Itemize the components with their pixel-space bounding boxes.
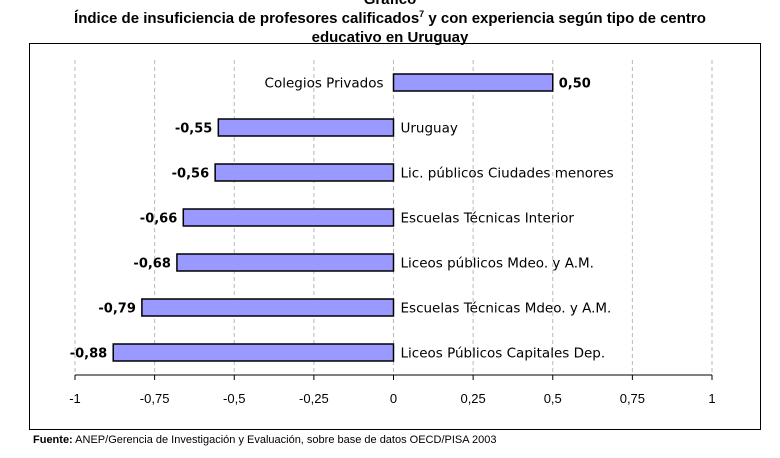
value-label: 0,50 <box>559 77 591 92</box>
chart-title: Gráfico Índice de insuficiencia de profe… <box>0 0 780 47</box>
bar <box>392 73 554 92</box>
labels: 0,50 Colegios Privados -0,55 Uruguay -0,56 Li… <box>70 76 614 362</box>
x-tick-label: 0,25 <box>460 391 485 406</box>
source-label: Fuente: <box>33 434 73 446</box>
chart-title-line2: educativo en Uruguay <box>311 29 469 46</box>
value-label: -0,66 <box>140 212 177 227</box>
x-tick-label: -0,25 <box>299 391 329 406</box>
x-tick-label: -0,75 <box>140 391 170 406</box>
bar <box>217 118 395 137</box>
bars <box>112 73 554 362</box>
category-label: Colegios Privados <box>265 76 384 92</box>
x-axis: -1 -0,75 -0,5 -0,25 0 0,25 0,5 0,75 1 <box>69 374 716 406</box>
value-label: -0,88 <box>70 347 107 362</box>
x-tick-label: 0,75 <box>620 391 645 406</box>
source-text: ANEP/Gerencia de Investigación y Evaluac… <box>72 434 497 446</box>
chart-title-top: Gráfico <box>364 0 417 8</box>
chart-title-line1: Índice de insuficiencia de profesores ca… <box>0 9 780 28</box>
chart-title-line1-text: Índice de insuficiencia de profesores ca… <box>74 10 420 27</box>
x-tick-label: -1 <box>69 391 81 406</box>
bar <box>182 208 395 227</box>
x-tick-label: 0 <box>390 391 397 406</box>
category-label: Liceos públicos Mdeo. y A.M. <box>401 256 594 272</box>
category-label: Liceos Públicos Capitales Dep. <box>401 346 606 362</box>
bar <box>112 343 395 362</box>
chart-title-line1-end: y con experiencia según tipo de centro <box>424 10 706 27</box>
category-label: Lic. públicos Ciudades menores <box>401 166 614 182</box>
source-note: Fuente: ANEP/Gerencia de Investigación y… <box>33 434 496 446</box>
chart-frame <box>29 43 761 430</box>
x-tick-label: 0,5 <box>544 391 562 406</box>
bar <box>176 253 395 272</box>
value-label: -0,79 <box>98 302 135 317</box>
category-label: Escuelas Técnicas Mdeo. y A.M. <box>401 301 612 317</box>
value-label: -0,68 <box>133 257 170 272</box>
category-label: Escuelas Técnicas Interior <box>401 211 575 227</box>
value-label: -0,55 <box>175 122 212 137</box>
x-tick-label: 1 <box>708 391 715 406</box>
category-label: Uruguay <box>401 121 458 137</box>
value-label: -0,56 <box>172 167 209 182</box>
bar <box>214 163 395 182</box>
footnote-mark: 7 <box>419 9 425 19</box>
x-tick-label: -0,5 <box>223 391 245 406</box>
bar <box>141 298 395 317</box>
